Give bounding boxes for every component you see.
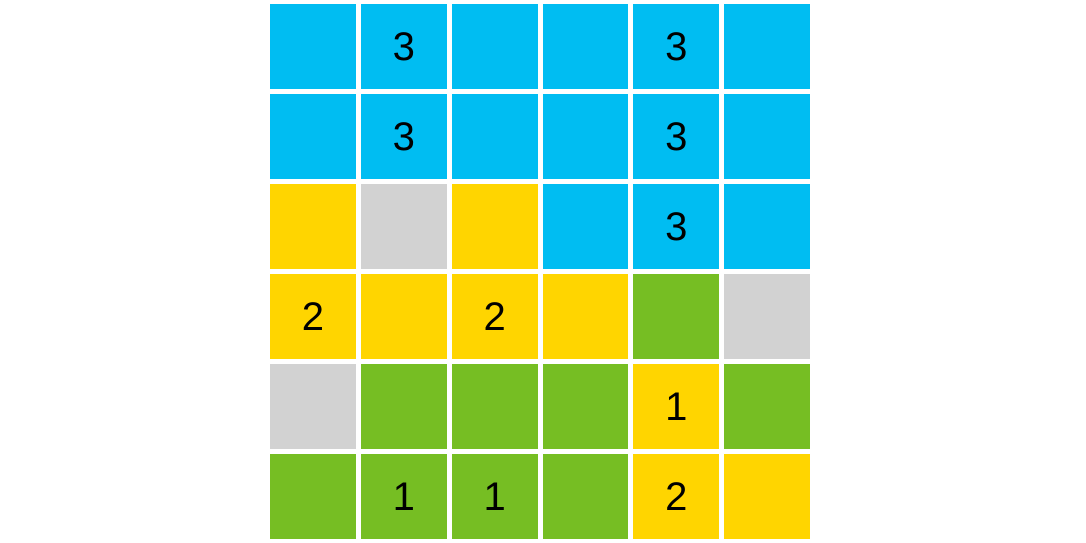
grid-cell-r4c1[interactable] (360, 364, 447, 449)
grid-cell-r2c2[interactable] (451, 184, 538, 269)
grid-cell-r0c3[interactable] (542, 4, 629, 89)
grid-cell-r1c2[interactable] (451, 94, 538, 179)
grid-cell-r5c0[interactable] (270, 454, 356, 539)
grid-cell-r4c0[interactable] (270, 364, 356, 449)
grid-cell-r2c5[interactable] (724, 184, 810, 269)
grid-cell-r2c4[interactable]: 3 (633, 184, 720, 269)
grid-cell-r4c3[interactable] (542, 364, 629, 449)
grid-cell-r1c5[interactable] (724, 94, 810, 179)
grid-cell-r0c1[interactable]: 3 (360, 4, 447, 89)
grid-cell-r2c3[interactable] (542, 184, 629, 269)
grid-cell-r3c5[interactable] (724, 274, 810, 359)
grid-cell-r4c4[interactable]: 1 (633, 364, 720, 449)
grid-cell-r3c0[interactable]: 2 (270, 274, 356, 359)
grid-cell-r0c2[interactable] (451, 4, 538, 89)
grid-cell-r3c1[interactable] (360, 274, 447, 359)
grid-cell-r3c4[interactable] (633, 274, 720, 359)
grid-cell-r1c0[interactable] (270, 94, 356, 179)
grid-cell-r5c3[interactable] (542, 454, 629, 539)
grid-cell-r4c2[interactable] (451, 364, 538, 449)
grid-cell-r5c1[interactable]: 1 (360, 454, 447, 539)
grid-cell-r2c0[interactable] (270, 184, 356, 269)
grid-cell-r1c1[interactable]: 3 (360, 94, 447, 179)
grid-cell-r5c2[interactable]: 1 (451, 454, 538, 539)
grid-cell-r1c3[interactable] (542, 94, 629, 179)
grid-cell-r3c3[interactable] (542, 274, 629, 359)
grid-cell-r3c2[interactable]: 2 (451, 274, 538, 359)
grid-cell-r2c1[interactable] (360, 184, 447, 269)
grid-cell-r0c0[interactable] (270, 4, 356, 89)
grid-cell-r0c4[interactable]: 3 (633, 4, 720, 89)
grid-cell-r5c4[interactable]: 2 (633, 454, 720, 539)
grid-cell-r4c5[interactable] (724, 364, 810, 449)
grid-cell-r0c5[interactable] (724, 4, 810, 89)
grid-cell-r5c5[interactable] (724, 454, 810, 539)
grid-cell-r1c4[interactable]: 3 (633, 94, 720, 179)
